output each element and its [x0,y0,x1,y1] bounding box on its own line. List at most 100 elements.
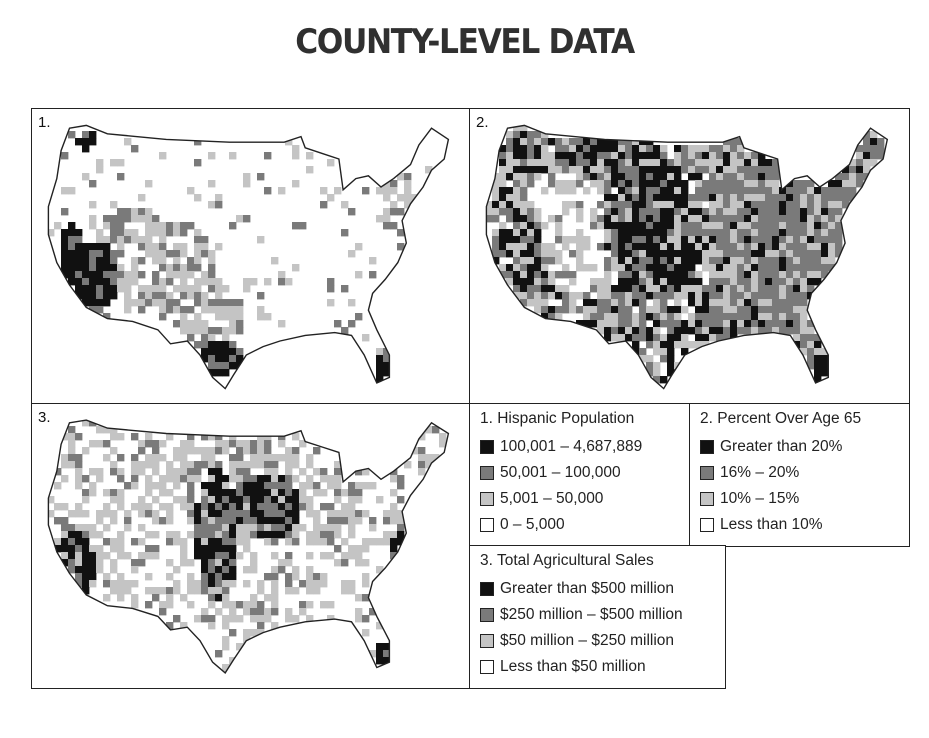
county-cell [131,229,139,237]
legend-item: 0 – 5,000 [480,512,682,538]
county-cell [793,180,801,188]
county-cell [499,194,507,202]
county-cell [765,327,773,335]
county-cell [194,250,202,258]
county-cell [138,243,146,251]
county-cell [327,194,335,202]
county-cell [208,355,216,363]
county-cell [625,257,633,265]
county-cell [835,173,843,181]
county-cell [89,545,97,553]
county-cell [597,306,605,314]
county-cell [660,285,668,293]
county-cell [653,236,661,244]
county-cell [639,201,647,209]
county-cell [744,208,752,216]
county-cell [425,426,433,434]
county-cell [667,166,675,174]
county-cell [369,524,377,532]
county-cell [369,482,377,490]
county-cell [534,138,542,146]
county-cell [737,159,745,167]
county-cell [758,313,766,321]
county-cell [534,278,542,286]
county-cell [138,447,146,455]
county-cell [695,222,703,230]
county-cell [856,166,864,174]
county-cell [327,285,335,293]
county-cell [702,327,710,335]
county-cell [674,250,682,258]
county-cell [632,278,640,286]
county-cell [632,334,640,342]
county-cell [250,517,258,525]
county-cell [243,496,251,504]
county-cell [89,222,97,230]
county-cell [362,573,370,581]
county-cell [75,454,83,462]
county-cell [653,159,661,167]
county-cell [723,208,731,216]
county-cell [611,194,619,202]
county-cell [646,313,654,321]
county-cell [660,250,668,258]
county-cell [527,285,535,293]
county-cell [75,236,83,244]
county-cell [632,285,640,293]
county-cell [166,222,174,230]
county-cell [639,250,647,258]
county-cell [54,538,62,546]
county-cell [208,461,216,469]
county-cell [737,306,745,314]
county-cell [639,208,647,216]
county-cell [695,257,703,265]
county-cell [821,187,829,195]
county-cell [271,566,279,574]
county-cell [779,299,787,307]
county-cell [75,524,83,532]
county-cell [688,327,696,335]
county-cell [716,334,724,342]
county-cell [793,229,801,237]
county-cell [877,145,885,153]
county-cell [264,313,272,321]
county-cell [849,180,857,188]
county-cell [264,447,272,455]
county-cell [257,580,265,588]
county-cell [702,159,710,167]
county-cell [278,524,286,532]
county-cell [639,278,647,286]
county-cell [278,559,286,567]
county-cell [236,313,244,321]
county-cell [250,510,258,518]
county-cell [75,545,83,553]
county-cell [166,538,174,546]
county-cell [702,299,710,307]
county-cell [821,250,829,258]
county-cell [639,187,647,195]
county-cell [152,215,160,223]
county-cell [187,334,195,342]
county-cell [534,131,542,139]
county-cell [576,250,584,258]
county-cell [54,482,62,490]
county-cell [159,278,167,286]
county-cell [75,292,83,300]
county-cell [534,166,542,174]
county-cell [814,229,822,237]
county-cell [257,601,265,609]
county-cell [285,517,293,525]
county-cell [96,440,104,448]
county-cell [772,222,780,230]
county-cell [674,159,682,167]
outside-mask [470,109,908,403]
county-cell [208,334,216,342]
county-cell [632,313,640,321]
county-cell [667,257,675,265]
county-cell [730,257,738,265]
county-cell [194,475,202,483]
county-cell [793,187,801,195]
county-cell [145,222,153,230]
legend-item: $250 million – $500 million [480,602,717,628]
county-cell [397,538,405,546]
